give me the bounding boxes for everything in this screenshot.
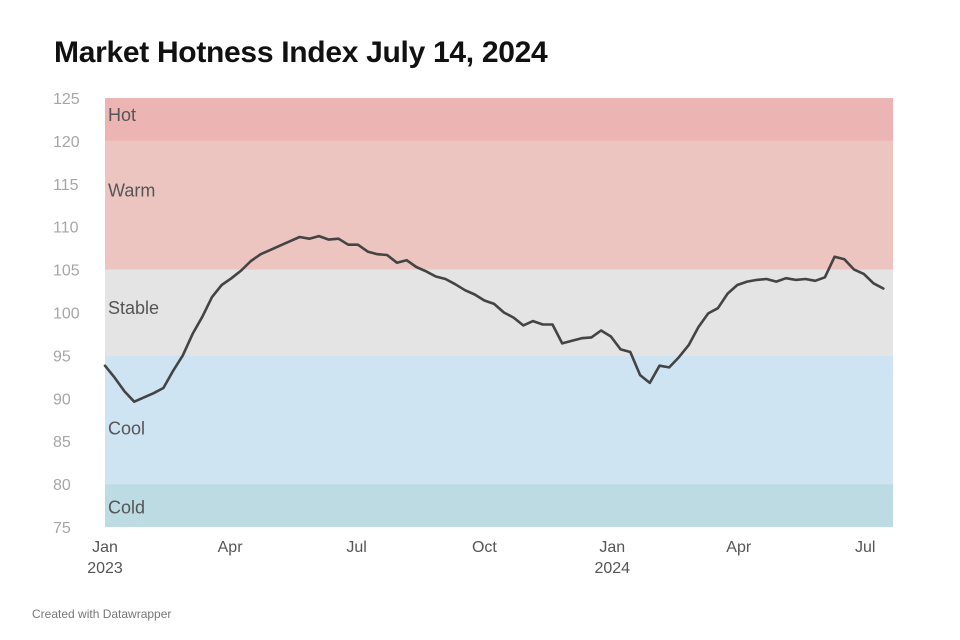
band-labels: Cold Cool Stable Warm Hot [108, 105, 159, 517]
band-label-hot: Hot [108, 105, 136, 125]
x-tick-label: Apr [218, 539, 244, 556]
y-tick-label: 95 [53, 348, 71, 365]
band-cold [105, 484, 893, 527]
x-tick-year-label: 2024 [594, 560, 630, 577]
band-stable [105, 269, 893, 356]
x-tick-label: Jul [346, 539, 366, 556]
y-tick-label: 105 [53, 263, 80, 280]
series-line [103, 234, 885, 403]
x-tick-label: Apr [726, 539, 752, 556]
y-axis: 75 80 85 90 95 100 105 110 115 120 125 [53, 91, 80, 537]
hotness-bands [105, 98, 893, 527]
y-tick-label: 120 [53, 134, 80, 151]
y-tick-label: 100 [53, 306, 80, 323]
y-tick-label: 115 [53, 177, 79, 194]
x-tick-year-label: 2023 [87, 560, 123, 577]
credit-text: Created with Datawrapper [32, 607, 172, 621]
band-cool [105, 355, 893, 485]
x-tick-label: Jan [599, 539, 625, 556]
band-warm [105, 140, 893, 270]
y-tick-label: 80 [53, 477, 71, 494]
y-tick-label: 125 [53, 91, 80, 108]
chart-title: Market Hotness Index July 14, 2024 [54, 36, 548, 69]
y-tick-label: 90 [53, 391, 71, 408]
x-tick-label: Jan [92, 539, 118, 556]
band-label-cold: Cold [108, 497, 145, 517]
y-tick-label: 75 [53, 520, 71, 537]
x-tick-label: Oct [472, 539, 497, 556]
x-axis: Jan 2023 Apr Jul Oct Jan 2024 Apr Jul [87, 539, 875, 577]
y-tick-label: 85 [53, 434, 71, 451]
band-label-stable: Stable [108, 298, 159, 318]
band-label-cool: Cool [108, 418, 145, 438]
y-tick-label: 110 [53, 220, 79, 237]
band-hot [105, 98, 893, 141]
band-label-warm: Warm [108, 181, 155, 201]
x-tick-label: Jul [855, 539, 875, 556]
